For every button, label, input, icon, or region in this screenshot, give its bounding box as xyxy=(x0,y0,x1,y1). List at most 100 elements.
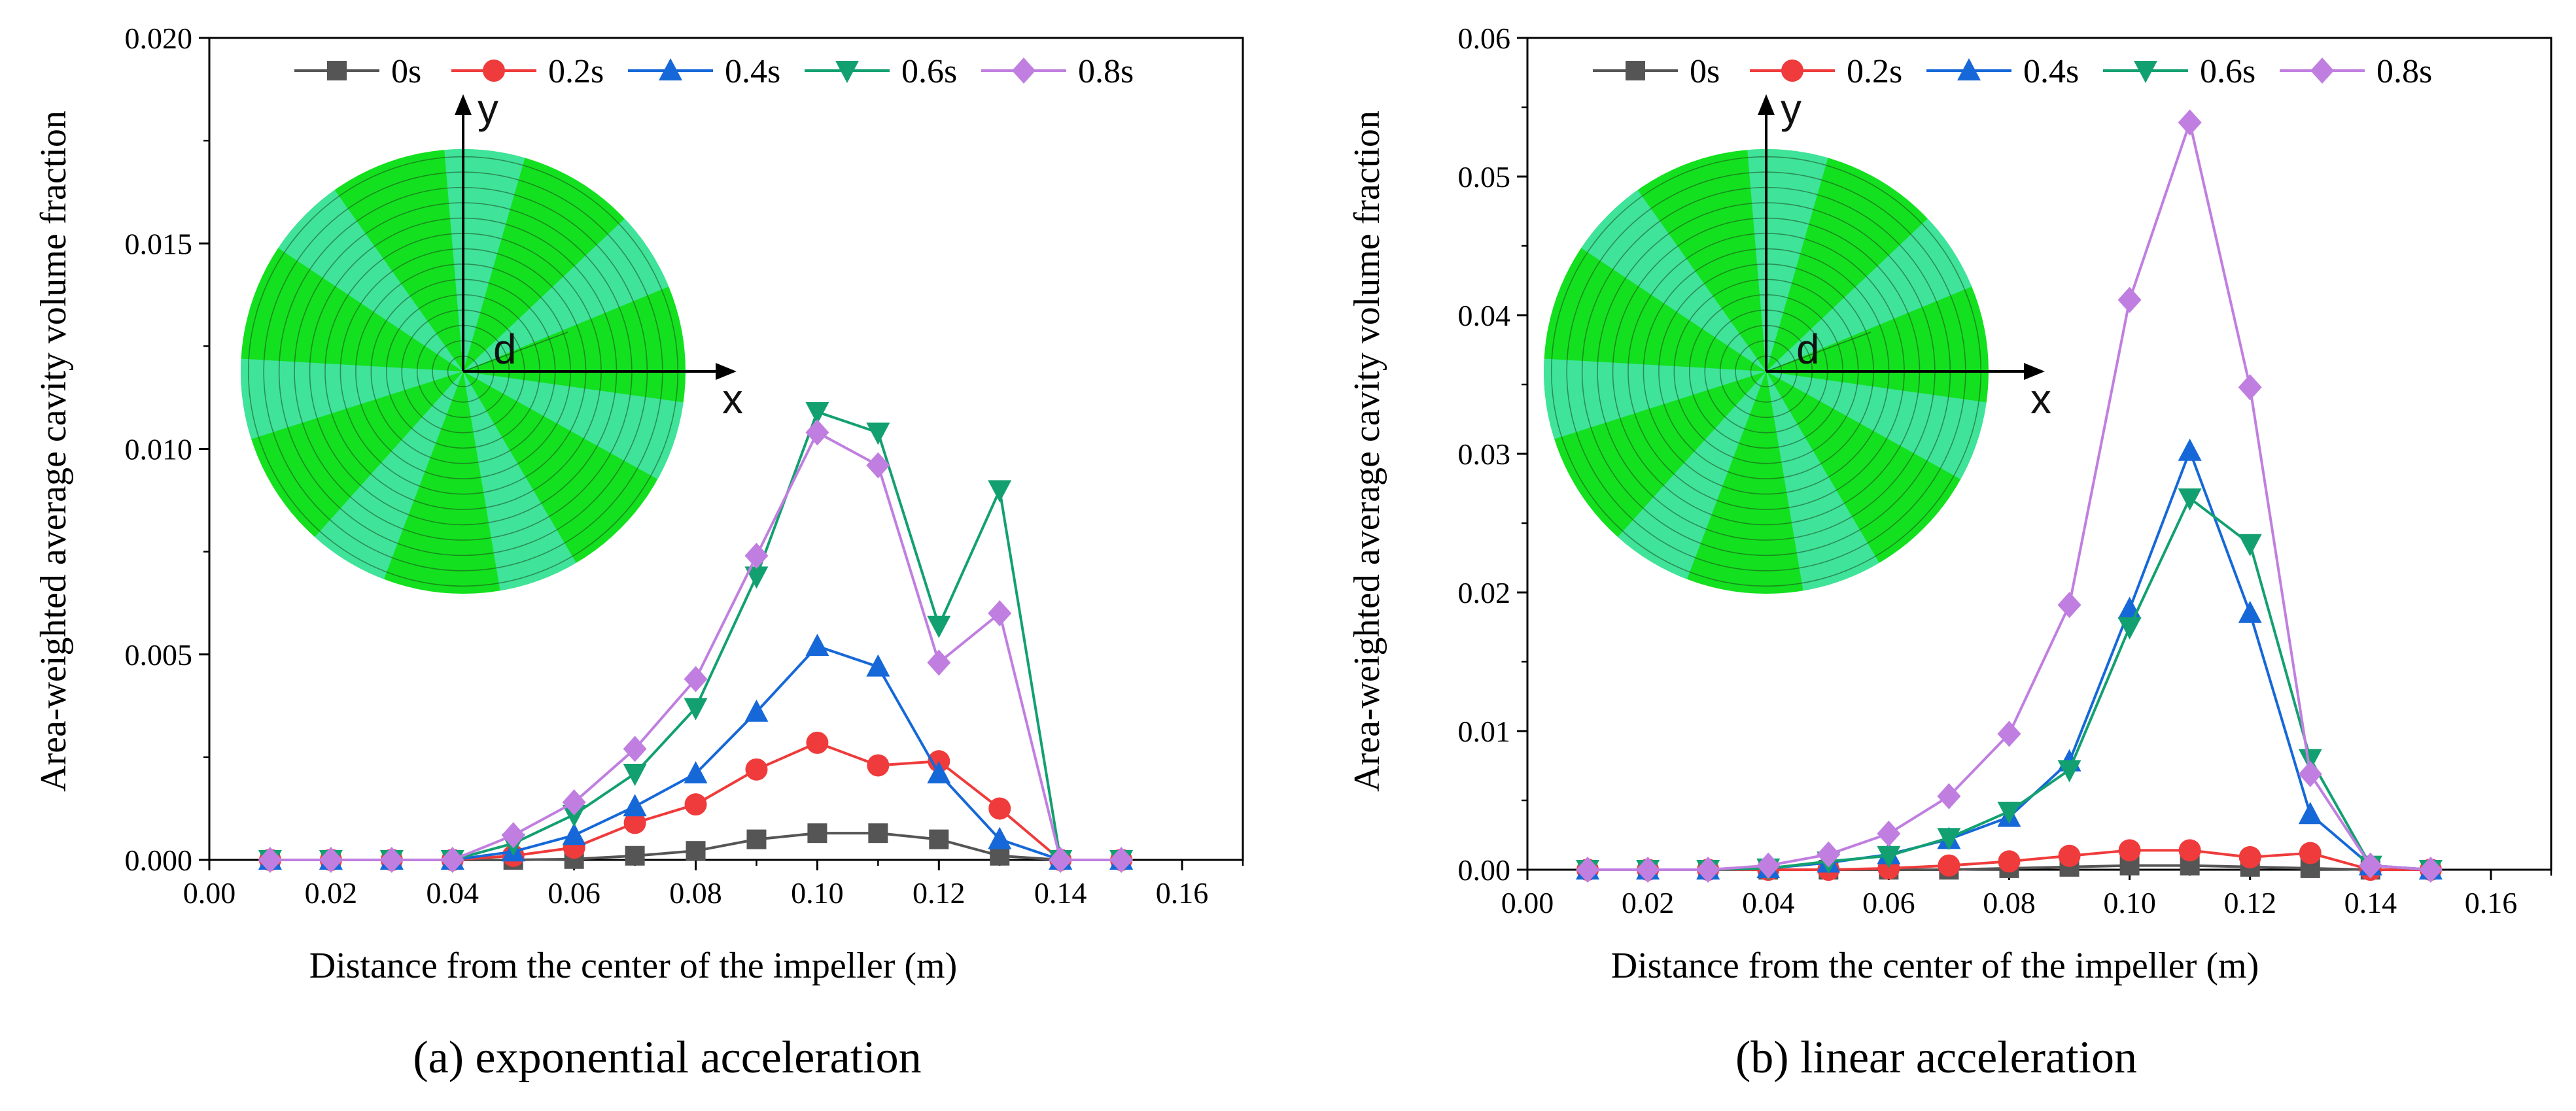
panel-a-data-point xyxy=(805,634,829,657)
legend-marker xyxy=(835,61,859,83)
panel-a-data-point xyxy=(501,822,525,849)
panel-b-data-point xyxy=(1997,721,2021,747)
legend-item: 0.8s xyxy=(981,53,1134,90)
panel-b-x-tick-label: 0.04 xyxy=(1742,886,1795,919)
panel-a-data-point xyxy=(805,402,829,424)
panel-a-grid: 0.00 0.02 0.04 0.06 0.08 0.10 0.12 0.14 0.16 0.00… xyxy=(125,22,1244,910)
panel-b-data-point xyxy=(2238,534,2262,556)
panel-b-x-tick-label: 0.02 xyxy=(1622,886,1675,919)
panel-a-data-point xyxy=(623,764,647,787)
panel-a-data-point xyxy=(623,736,647,762)
legend-marker xyxy=(1957,58,1981,80)
panel-a-x-tick-label: 0.02 xyxy=(305,876,358,910)
panel-a-disk-radius-line xyxy=(462,332,568,372)
panel-b-data-point xyxy=(1877,846,1901,868)
panel-a-disk-sector xyxy=(463,371,686,501)
panel-a-caption: (a) exponential acceleration xyxy=(413,1033,921,1083)
panel-b-x-tick-label: 0.06 xyxy=(1862,886,1915,919)
panel-b-data-point xyxy=(1937,783,1961,810)
panel-a-data-point xyxy=(866,654,890,677)
panel-a-y-tick-label: 0.000 xyxy=(125,844,193,877)
panel-a-inset-x-arrow-icon xyxy=(716,363,737,380)
panel-a-data-point xyxy=(562,789,586,816)
legend-label: 0.6s xyxy=(2200,53,2255,90)
panel-b: y x d 0.00 0.02 0.04 0.06 0.08 0.10 0.12 0.14 0.16… xyxy=(1347,22,2552,1083)
panel-b-data-point xyxy=(2178,839,2201,862)
panel-b-inset-x-arrow-icon xyxy=(2024,363,2045,380)
legend-label: 0.4s xyxy=(725,53,780,90)
panel-a-data-point xyxy=(562,823,586,846)
panel-b-data-point xyxy=(2057,760,2081,783)
panel-b-x-tick-label: 0.00 xyxy=(1501,886,1554,919)
panel-a-data-point xyxy=(684,761,708,784)
panel-b-data-point xyxy=(2118,839,2141,862)
panel-b-data-point xyxy=(1998,850,2021,873)
panel-b-legend: 0s 0.2s 0.4s 0.6s 0.8s xyxy=(1593,53,2432,90)
panel-b-y-axis-title: Area-weighted average cavity volume frac… xyxy=(1347,111,1387,792)
panel-a-data-point xyxy=(988,600,1012,626)
panel-a-data-point xyxy=(562,804,586,827)
legend-label: 0.2s xyxy=(548,53,604,90)
panel-b-y-tick-label: 0.02 xyxy=(1458,576,1511,609)
panel-a-legend: 0s 0.2s 0.4s 0.6s 0.8s xyxy=(294,53,1134,90)
panel-a-x-tick-label: 0.00 xyxy=(183,876,236,910)
panel-b-series-0_8s xyxy=(1576,109,2443,883)
panel-b-x-tick-label: 0.10 xyxy=(2103,886,2156,919)
panel-a-y-tick-label: 0.005 xyxy=(125,638,193,672)
legend-item: 0.4s xyxy=(1926,53,2079,90)
panel-b-data-point xyxy=(2299,842,2322,864)
legend-label: 0s xyxy=(391,53,421,90)
panel-a-inset-d-label: d xyxy=(493,326,517,373)
panel-b-data-point xyxy=(2057,592,2081,619)
panel-a-data-point xyxy=(744,566,769,589)
panel-b-data-point xyxy=(2178,488,2202,511)
panel-a-data-point xyxy=(805,419,829,446)
panel-b-data-point xyxy=(1756,852,1781,879)
panel-b-disk-sector xyxy=(1766,371,1989,501)
panel-b-data-point xyxy=(2358,852,2382,879)
panel-b-inset: y x d xyxy=(1544,85,2051,594)
panel-a-data-point xyxy=(744,699,769,722)
panel-a-inset-y-arrow-icon xyxy=(455,94,472,115)
panel-b-data-point xyxy=(1636,857,1660,883)
panel-b-data-point xyxy=(1817,841,1841,868)
panel-a-data-point xyxy=(625,846,645,866)
legend-marker xyxy=(2134,61,2157,83)
panel-b-inset-y-arrow-icon xyxy=(1758,94,1775,115)
panel-b-disk-sector xyxy=(1544,356,1766,453)
panel-a-data-point xyxy=(744,542,769,569)
panel-b-data-point xyxy=(1938,854,1960,877)
panel-a-data-point xyxy=(684,698,708,721)
panel-b-y-tick-label: 0.03 xyxy=(1458,437,1511,471)
panel-a-disk-sector xyxy=(241,356,463,453)
panel-a: y x d 0.00 0.02 0.04 0.06 0.08 0.10 0.12 0.14 0.16… xyxy=(33,22,1244,1083)
panel-b-data-point xyxy=(2117,617,2142,640)
panel-a-data-point xyxy=(258,847,282,873)
legend-marker xyxy=(483,60,505,82)
panel-a-data-point xyxy=(684,793,707,816)
panel-b-data-point xyxy=(2238,600,2262,623)
panel-b-x-tick-label: 0.14 xyxy=(2344,886,2397,919)
panel-b-y-tick-label: 0.04 xyxy=(1458,299,1511,332)
panel-a-data-point xyxy=(927,761,951,784)
panel-b-y-tick-label: 0.01 xyxy=(1458,715,1511,748)
panel-a-data-point xyxy=(746,829,767,849)
panel-a-inset: y x d xyxy=(241,85,743,594)
panel-a-data-point xyxy=(623,794,647,817)
legend-label: 0.8s xyxy=(2376,53,2432,90)
legend-item: 0.2s xyxy=(451,53,604,90)
panel-b-y-tick-label: 0.06 xyxy=(1458,22,1511,55)
legend-item: 0.6s xyxy=(2103,53,2255,90)
legend-item: 0.4s xyxy=(628,53,780,90)
legend-marker xyxy=(1626,61,1645,80)
panel-b-series xyxy=(1576,109,2443,883)
panel-a-data-point xyxy=(988,827,1012,849)
panel-b-x-tick-label: 0.16 xyxy=(2465,886,2518,919)
panel-b-disk-sector xyxy=(1766,371,1902,594)
panel-a-data-point xyxy=(1049,847,1073,873)
legend-marker xyxy=(1012,58,1036,84)
legend-item: 0.2s xyxy=(1750,53,1902,90)
panel-b-data-point xyxy=(1937,828,1961,851)
